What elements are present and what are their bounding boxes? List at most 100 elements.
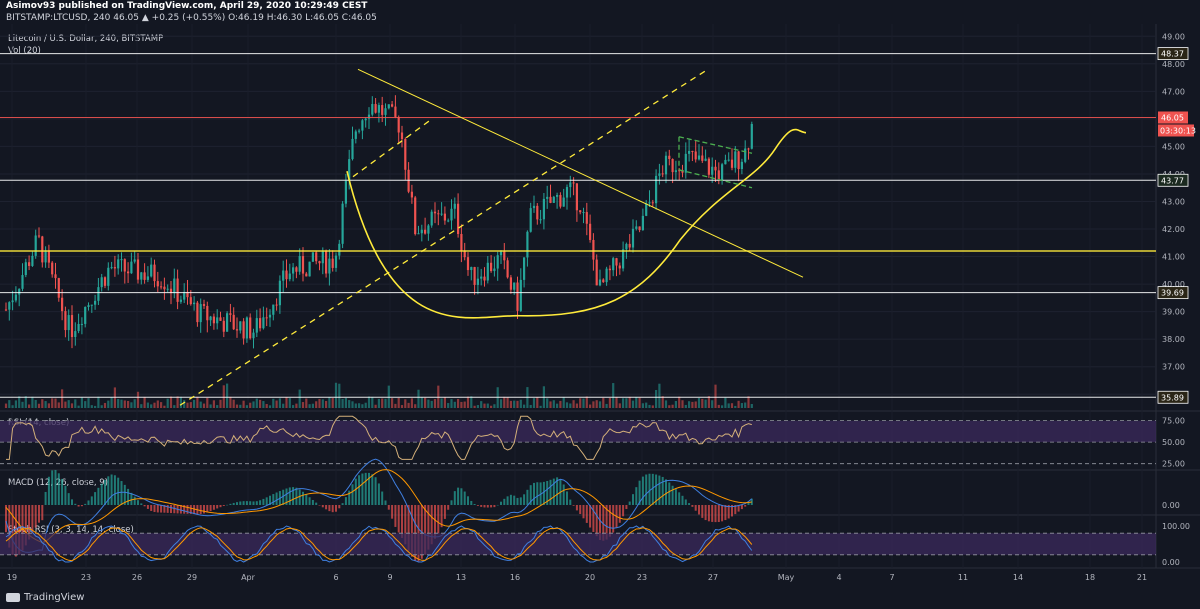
macd-histogram-bar	[483, 505, 486, 508]
ascending-dashed-line	[179, 68, 709, 406]
volume-bar	[523, 404, 526, 408]
macd-histogram-bar	[612, 505, 615, 533]
macd-histogram-bar	[84, 503, 87, 505]
candle-body	[440, 213, 443, 215]
volume-bar	[47, 403, 50, 408]
price-tick-label: 43.00	[1162, 197, 1185, 206]
candle-body	[120, 259, 123, 261]
volume-bar	[493, 404, 496, 408]
candle-body	[189, 297, 192, 305]
candle-body	[229, 313, 232, 315]
macd-histogram-bar	[302, 491, 304, 505]
volume-bar	[559, 400, 562, 408]
macd-histogram-bar	[651, 473, 654, 505]
volume-bar	[202, 403, 206, 408]
macd-histogram-bar	[18, 505, 21, 555]
volume-bar	[572, 400, 575, 408]
macd-histogram-bar	[275, 492, 278, 505]
macd-histogram-bar	[575, 505, 578, 511]
volume-bar	[384, 398, 387, 408]
candle-body	[628, 243, 631, 248]
volume-bar	[150, 404, 153, 408]
macd-histogram-bar	[351, 484, 354, 505]
candle-body	[44, 250, 47, 263]
macd-histogram-bar	[305, 494, 308, 505]
candle-body	[325, 251, 328, 274]
macd-tick-label: 0.00	[1162, 501, 1180, 510]
volume-bar	[671, 404, 674, 408]
macd-histogram-bar	[391, 505, 394, 519]
price-level-badge	[1157, 173, 1189, 187]
volume-bar	[655, 389, 658, 408]
volume-bar	[338, 383, 341, 408]
macd-histogram-bar	[467, 496, 469, 505]
volume-bar	[235, 404, 239, 408]
volume-bar	[87, 398, 90, 408]
macd-histogram-bar	[704, 505, 707, 521]
macd-histogram-bar	[8, 505, 11, 548]
macd-histogram-bar	[219, 505, 222, 508]
macd-histogram-bar	[173, 505, 176, 514]
volume-bar	[447, 403, 450, 408]
candle-body	[420, 229, 423, 234]
candle-body	[585, 212, 588, 224]
candle-body	[417, 233, 420, 235]
candle-body	[476, 278, 479, 285]
volume-bar	[453, 401, 456, 408]
volume-bar	[410, 398, 413, 408]
candle-body	[186, 291, 189, 298]
macd-histogram-bar	[272, 494, 275, 505]
candle-body	[661, 173, 664, 175]
price-tick-label: 37.00	[1162, 363, 1185, 372]
macd-histogram-bar	[698, 505, 700, 515]
volume-bar	[219, 399, 222, 408]
volume-bar	[658, 383, 661, 408]
volume-bar	[51, 398, 54, 408]
flag-lower-line	[678, 169, 753, 189]
volume-bar	[354, 403, 357, 408]
macd-histogram-bar	[209, 505, 212, 512]
macd-histogram-bar	[47, 476, 50, 505]
candle-body	[113, 267, 116, 269]
price-tick-label: 40.00	[1162, 280, 1185, 289]
candle-body	[681, 170, 684, 173]
volume-bar	[674, 401, 677, 408]
candle-body	[74, 331, 77, 338]
volume-bar	[54, 398, 57, 408]
macd-histogram-bar	[579, 505, 582, 514]
volume-bar	[691, 401, 694, 408]
volume-bar	[298, 389, 301, 408]
volume-bar	[430, 400, 433, 408]
macd-histogram-bar	[364, 472, 367, 505]
volume-bar	[179, 396, 182, 408]
volume-bar	[701, 398, 704, 408]
macd-histogram-bar	[321, 505, 324, 508]
candle-body	[727, 159, 730, 161]
candle-body	[688, 150, 691, 154]
candle-body	[516, 282, 519, 311]
macd-histogram-bar	[123, 484, 126, 505]
price-level-badge	[1157, 286, 1189, 300]
macd-histogram-bar	[133, 496, 136, 505]
candle-body	[169, 288, 173, 294]
candle-body	[473, 267, 476, 285]
candle-body	[18, 288, 21, 295]
volume-bar	[325, 400, 328, 408]
macd-histogram-bar	[71, 499, 73, 505]
candle-body	[301, 256, 305, 274]
candle-body	[37, 235, 41, 237]
volume-bar	[618, 403, 621, 408]
volume-bar	[737, 400, 740, 408]
candle-body	[651, 202, 654, 204]
macd-histogram-bar	[374, 477, 377, 505]
macd-histogram-bar	[236, 502, 238, 505]
candle-body	[160, 286, 163, 288]
tradingview-logo-icon	[6, 593, 20, 602]
volume-bar	[229, 396, 232, 408]
volume-bar	[348, 400, 351, 408]
macd-histogram-bar	[212, 505, 215, 510]
candle-body	[193, 302, 196, 305]
macd-histogram-bar	[450, 500, 453, 505]
macd-histogram-bar	[460, 488, 463, 505]
